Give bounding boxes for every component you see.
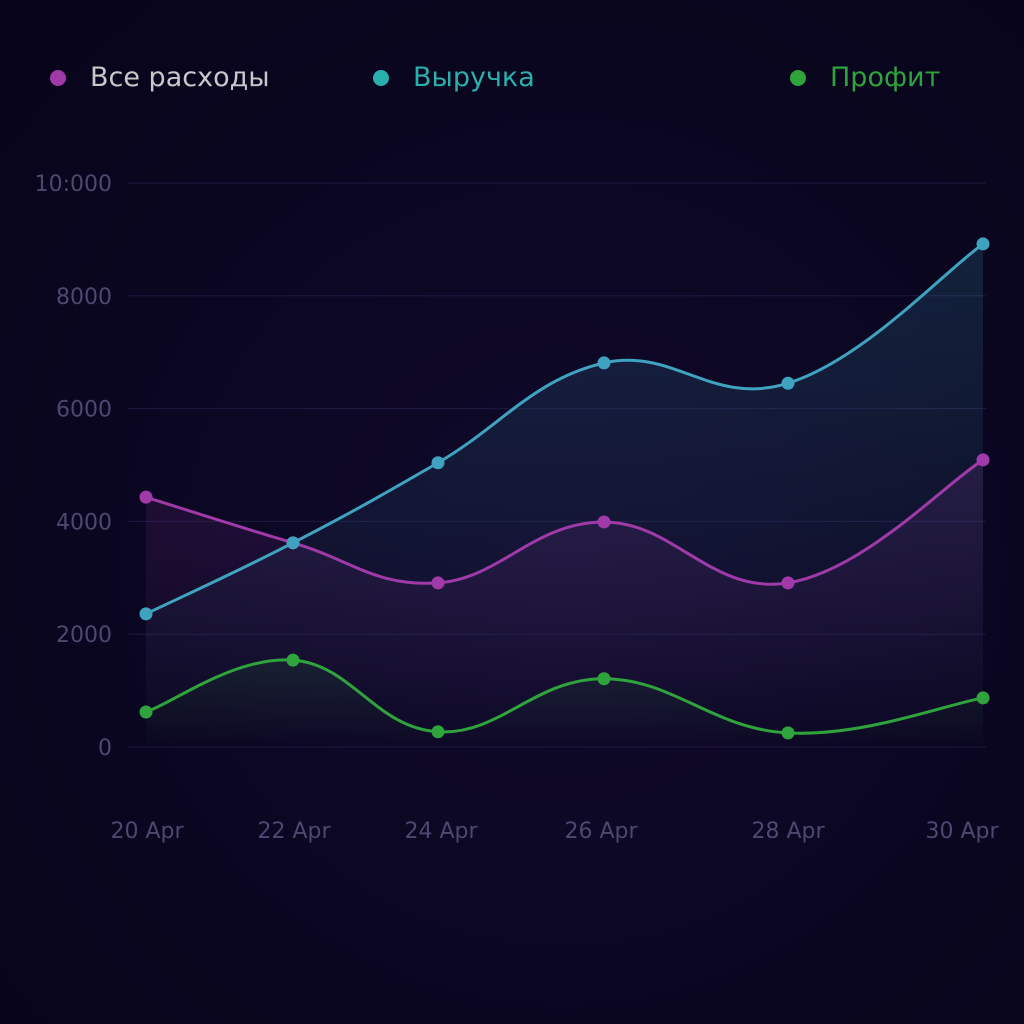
profit-dot-icon [790,69,806,86]
y-tick-label: 2000 [56,623,112,648]
revenue-data-point[interactable] [139,607,153,621]
x-tick-label: 22 Apr [257,819,331,844]
y-tick-label: 8000 [56,285,112,310]
profit-data-point[interactable] [139,705,153,719]
legend-label: Выручка [413,62,535,93]
y-axis: 10:000 8000 6000 4000 2000 0 [35,172,112,761]
profit-data-point[interactable] [286,653,300,667]
revenue-dot-icon [373,69,389,86]
series-areas [146,243,983,748]
expenses-data-point[interactable] [139,490,153,504]
profit-area [146,659,983,747]
revenue-data-point[interactable] [286,536,300,550]
chart-legend: Все расходы Выручка Профит [0,62,1024,102]
legend-item-revenue[interactable]: Выручка [373,62,535,93]
legend-item-profit[interactable]: Профит [790,62,940,93]
legend-item-expenses[interactable]: Все расходы [50,62,270,93]
legend-label: Все расходы [90,62,270,93]
revenue-data-point[interactable] [431,456,445,470]
expenses-data-point[interactable] [781,576,795,590]
revenue-area [146,243,983,748]
x-tick-label: 24 Apr [404,819,478,844]
expenses-data-point[interactable] [976,453,990,467]
y-tick-label: 0 [98,736,112,761]
revenue-data-point[interactable] [781,376,795,390]
series-points [139,237,990,740]
revenue-data-point[interactable] [597,356,611,370]
y-tick-label: 4000 [56,510,112,535]
profit-data-point[interactable] [976,691,990,705]
expenses-dot-icon [50,69,66,86]
x-tick-label: 28 Apr [751,819,825,844]
y-tick-label: 10:000 [35,172,112,197]
expenses-data-point[interactable] [431,576,445,590]
revenue-data-point[interactable] [976,237,990,251]
x-tick-label: 26 Apr [564,819,638,844]
y-tick-label: 6000 [56,398,112,423]
x-tick-label: 20 Apr [110,819,184,844]
legend-label: Профит [830,62,941,93]
x-tick-label: 30 Apr [925,819,999,844]
profit-data-point[interactable] [431,725,445,739]
profit-data-point[interactable] [597,672,611,686]
x-axis: 20 Apr 22 Apr 24 Apr 26 Apr 28 Apr 30 Apr [110,819,999,844]
expenses-data-point[interactable] [597,515,611,529]
profit-data-point[interactable] [781,726,795,740]
